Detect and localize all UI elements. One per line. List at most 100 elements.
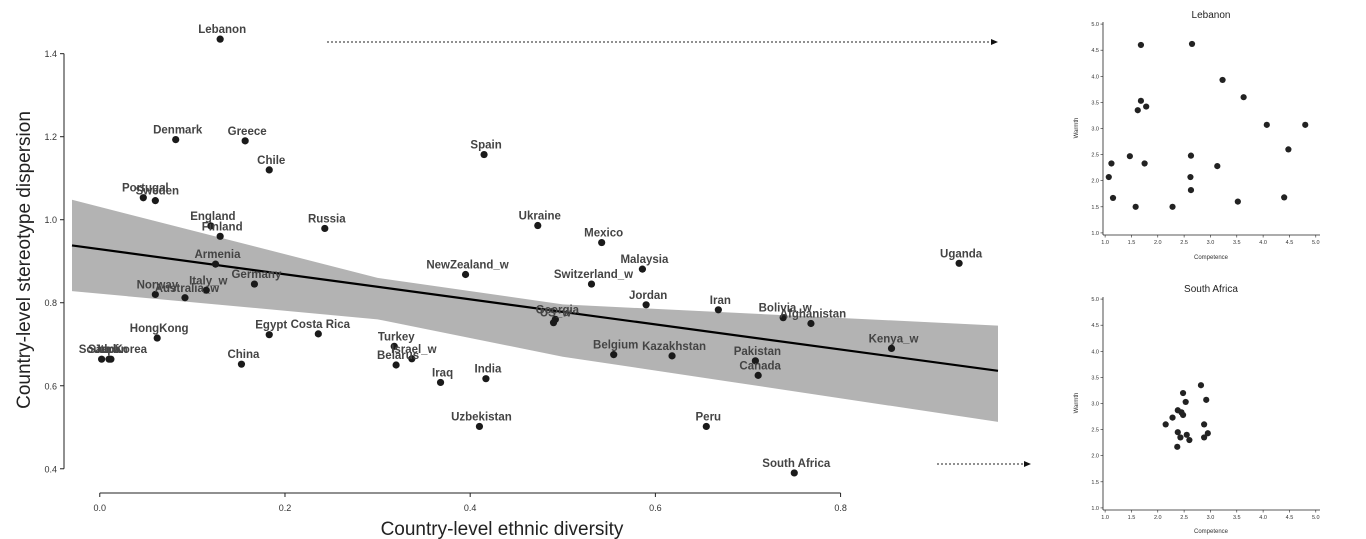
label-georgia: Georgia xyxy=(536,304,580,316)
label-us-w: US_w xyxy=(540,308,571,320)
label-south-africa: South Africa xyxy=(762,458,831,470)
point-malaysia xyxy=(638,265,647,273)
label-belarus: Belarus xyxy=(377,350,419,362)
inset-x-tick-label: 1.0 xyxy=(1101,240,1109,246)
inset-x-tick-label: 3.0 xyxy=(1207,240,1215,246)
label-russia: Russia xyxy=(308,213,346,225)
inset-point xyxy=(1182,398,1189,406)
label-jordan: Jordan xyxy=(629,290,667,302)
inset-y-tick-label: 1.0 xyxy=(1091,231,1099,237)
y-tick-label: 1.0 xyxy=(44,215,57,225)
label-sweden: Sweden xyxy=(136,186,179,198)
point-south-africa xyxy=(790,469,798,477)
inset-point xyxy=(1108,160,1115,167)
inset-point xyxy=(1109,194,1117,202)
inset-point xyxy=(1105,173,1112,181)
point-australia-w xyxy=(181,294,189,302)
point-bolivia-w xyxy=(779,314,787,322)
inset-point xyxy=(1186,436,1193,444)
label-greece: Greece xyxy=(228,126,267,138)
label-china: China xyxy=(227,349,260,361)
label-portugal: Portugal xyxy=(122,183,169,195)
x-tick-label: 0.8 xyxy=(834,503,847,513)
inset-y-tick-label: 3.5 xyxy=(1091,375,1099,381)
point-saudi xyxy=(98,355,106,363)
inset-x-tick-label: 3.0 xyxy=(1207,515,1215,521)
point-us-w xyxy=(549,319,558,327)
point-uganda xyxy=(955,259,963,267)
inset-point xyxy=(1179,389,1187,397)
point-kenya-w xyxy=(887,344,896,352)
confidence-band-area xyxy=(72,199,998,422)
point-peru xyxy=(702,422,710,431)
main-axes: 0.4 0.6 0.8 1.0 1.2 1.4 0.0 0.2 0.4 0.6 0.8 xyxy=(44,49,846,513)
inset-point xyxy=(1179,411,1187,419)
point-uzbekistan xyxy=(475,422,484,431)
inset-x-tick-label: 4.5 xyxy=(1286,515,1294,521)
label-norway: Norway xyxy=(137,279,179,291)
inset-point xyxy=(1169,203,1176,210)
inset-point xyxy=(1137,41,1145,49)
inset-x-tick-label: 5.0 xyxy=(1312,515,1320,521)
inset-point xyxy=(1177,434,1184,441)
inset-lebanon-title: Lebanon xyxy=(1192,10,1231,21)
point-india xyxy=(482,375,490,383)
point-pakistan xyxy=(751,357,759,365)
inset-point xyxy=(1137,97,1145,104)
label-iran: Iran xyxy=(710,295,731,307)
inset-y-tick-label: 3.0 xyxy=(1091,127,1099,133)
regression-line-group xyxy=(71,244,999,372)
inset-x-tick-label: 1.5 xyxy=(1128,515,1136,521)
inset-point xyxy=(1174,443,1181,450)
inset-lebanon-ylabel: Warmth xyxy=(1074,118,1080,139)
label-spain: Spain xyxy=(470,140,501,152)
x-tick-label: 0.4 xyxy=(464,503,477,513)
x-tick-label: 0.2 xyxy=(279,503,292,513)
inset-south-africa-ylabel: Warmth xyxy=(1074,393,1080,414)
label-germany: Germany xyxy=(231,269,281,281)
point-china xyxy=(237,360,246,368)
inset-point xyxy=(1141,160,1148,167)
point-israel-w xyxy=(408,355,416,363)
label-denmark: Denmark xyxy=(153,125,203,137)
y-tick-label: 0.6 xyxy=(44,381,57,391)
label-egypt: Egypt xyxy=(255,320,287,332)
inset-y-tick-label: 2.5 xyxy=(1091,153,1099,159)
label-chile: Chile xyxy=(257,155,285,167)
point-sweden xyxy=(151,197,159,205)
x-axis-title: Country-level ethnic diversity xyxy=(381,519,624,539)
point-hongkong xyxy=(153,334,161,342)
label-switzerland-w: Switzerland_w xyxy=(554,269,633,281)
inset-y-tick-label: 4.5 xyxy=(1091,48,1099,54)
label-israel-w: Israel_w xyxy=(391,344,436,356)
label-england: England xyxy=(190,211,235,223)
inset-y-tick-label: 4.0 xyxy=(1091,349,1099,355)
inset-point xyxy=(1285,146,1292,153)
point-jordan xyxy=(642,301,650,309)
point-afghanistan xyxy=(807,319,815,328)
point-greece xyxy=(241,137,249,145)
label-malaysia: Malaysia xyxy=(620,254,669,266)
point-south-korea xyxy=(107,355,115,363)
point-spain xyxy=(480,150,488,159)
inset-point xyxy=(1169,414,1176,421)
point-italy-w xyxy=(202,286,210,294)
confidence-band xyxy=(72,199,998,422)
point-norway xyxy=(151,290,159,299)
inset-point xyxy=(1188,40,1196,48)
inset-x-tick-label: 2.0 xyxy=(1154,240,1162,246)
label-belgium: Belgium xyxy=(593,340,638,352)
label-japan: Japan xyxy=(94,344,127,356)
inset-point xyxy=(1143,103,1150,110)
label-iraq: Iraq xyxy=(432,367,453,379)
inset-y-tick-label: 2.0 xyxy=(1091,454,1099,460)
label-peru: Peru xyxy=(696,411,722,423)
point-belarus xyxy=(392,361,400,369)
inset-x-tick-label: 1.0 xyxy=(1101,515,1109,521)
inset-x-tick-label: 4.5 xyxy=(1286,240,1294,246)
point-newzealand-w xyxy=(461,270,470,279)
label-kenya-w: Kenya_w xyxy=(869,333,919,345)
label-lebanon: Lebanon xyxy=(198,24,246,36)
label-newzealand-w: NewZealand_w xyxy=(426,260,508,272)
inset-point xyxy=(1162,421,1169,428)
